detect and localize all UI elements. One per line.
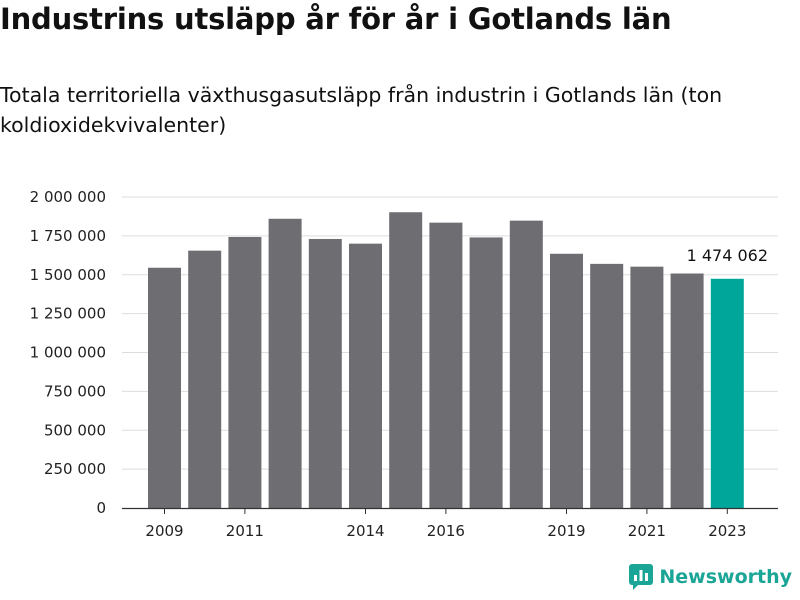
y-tick-label: 250 000 (44, 460, 106, 478)
bar (469, 237, 503, 508)
y-tick-label: 1 750 000 (30, 227, 106, 245)
y-tick-label: 750 000 (44, 382, 106, 400)
bar (429, 222, 463, 508)
bar (670, 273, 704, 508)
bar (228, 236, 262, 508)
y-tick-label: 0 (96, 499, 106, 517)
bar (550, 253, 583, 508)
bar (349, 243, 382, 508)
bar (590, 263, 624, 508)
bar (710, 278, 744, 508)
bars (148, 212, 744, 509)
y-axis-labels: 0 250 000 500 000 750 000 1 000 000 1 250 000… (30, 188, 106, 517)
chart-subtitle: Totala territoriella växthusgasutsläpp f… (0, 83, 723, 137)
x-tick-label: 2021 (628, 522, 666, 540)
brand-name: Newsworthy (659, 566, 792, 588)
chart-title: Industrins utsläpp år för år i Gotlands … (0, 2, 672, 36)
bar (389, 212, 423, 508)
y-tick-label: 1 000 000 (30, 344, 106, 362)
y-tick-label: 1 500 000 (30, 266, 106, 284)
bar (268, 218, 302, 508)
x-tick-label: 2009 (145, 522, 183, 540)
annotations: 1 474 062 (687, 246, 768, 265)
bar (148, 267, 181, 508)
x-tick-label: 2011 (226, 522, 264, 540)
y-tick-label: 2 000 000 (30, 188, 106, 206)
x-tick-label: 2014 (346, 522, 384, 540)
brand-logo: Newsworthy (629, 562, 792, 592)
x-tick-label: 2019 (547, 522, 585, 540)
x-tick-label: 2016 (427, 522, 465, 540)
highlight-value-label: 1 474 062 (687, 246, 768, 265)
bar (630, 266, 664, 508)
x-axis (122, 507, 778, 514)
y-tick-label: 1 250 000 (30, 305, 106, 323)
x-tick-label: 2023 (708, 522, 746, 540)
newsworthy-logo-icon (629, 564, 654, 590)
bar (509, 220, 543, 509)
x-axis-labels: 2009 2011 2014 2016 2019 2021 2023 (145, 522, 746, 540)
bar (308, 238, 342, 509)
y-tick-label: 500 000 (44, 421, 106, 439)
bar (188, 250, 222, 508)
